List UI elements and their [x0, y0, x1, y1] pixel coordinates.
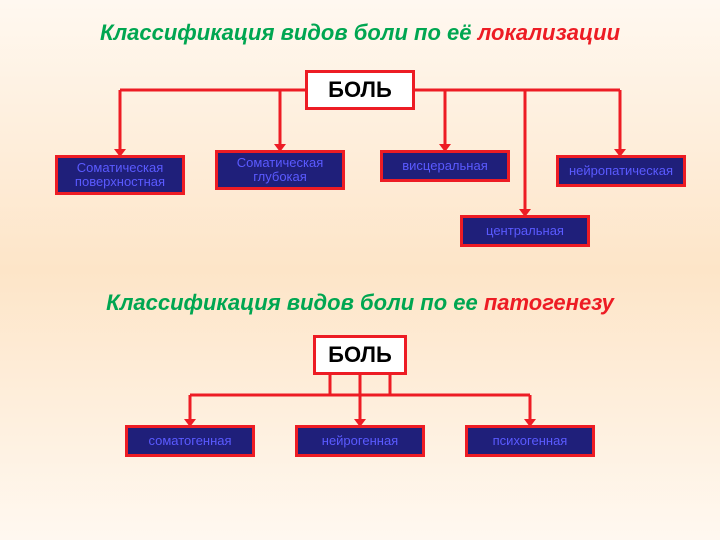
- node-somatic-superficial: Соматическая поверхностная: [55, 155, 185, 195]
- title-localization-part1: Классификация видов боли по её: [100, 20, 478, 45]
- node-psychogenic: психогенная: [465, 425, 595, 457]
- title-localization: Классификация видов боли по её локализац…: [0, 20, 720, 46]
- node-somatogenic: соматогенная: [125, 425, 255, 457]
- node-neuropathic: нейропатическая: [556, 155, 686, 187]
- title-pathogenesis-part1: Классификация видов боли по ее: [106, 290, 484, 315]
- node-somatic-deep: Соматическая глубокая: [215, 150, 345, 190]
- node-neurogenic: нейрогенная: [295, 425, 425, 457]
- node-central: центральная: [460, 215, 590, 247]
- node-visceral: висцеральная: [380, 150, 510, 182]
- root-pain-2-label: БОЛЬ: [328, 342, 392, 368]
- title-pathogenesis-part2: патогенезу: [484, 290, 614, 315]
- title-pathogenesis: Классификация видов боли по ее патогенез…: [0, 290, 720, 316]
- root-pain-1: БОЛЬ: [305, 70, 415, 110]
- root-pain-1-label: БОЛЬ: [328, 77, 392, 103]
- title-localization-part2: локализации: [478, 20, 620, 45]
- root-pain-2: БОЛЬ: [313, 335, 407, 375]
